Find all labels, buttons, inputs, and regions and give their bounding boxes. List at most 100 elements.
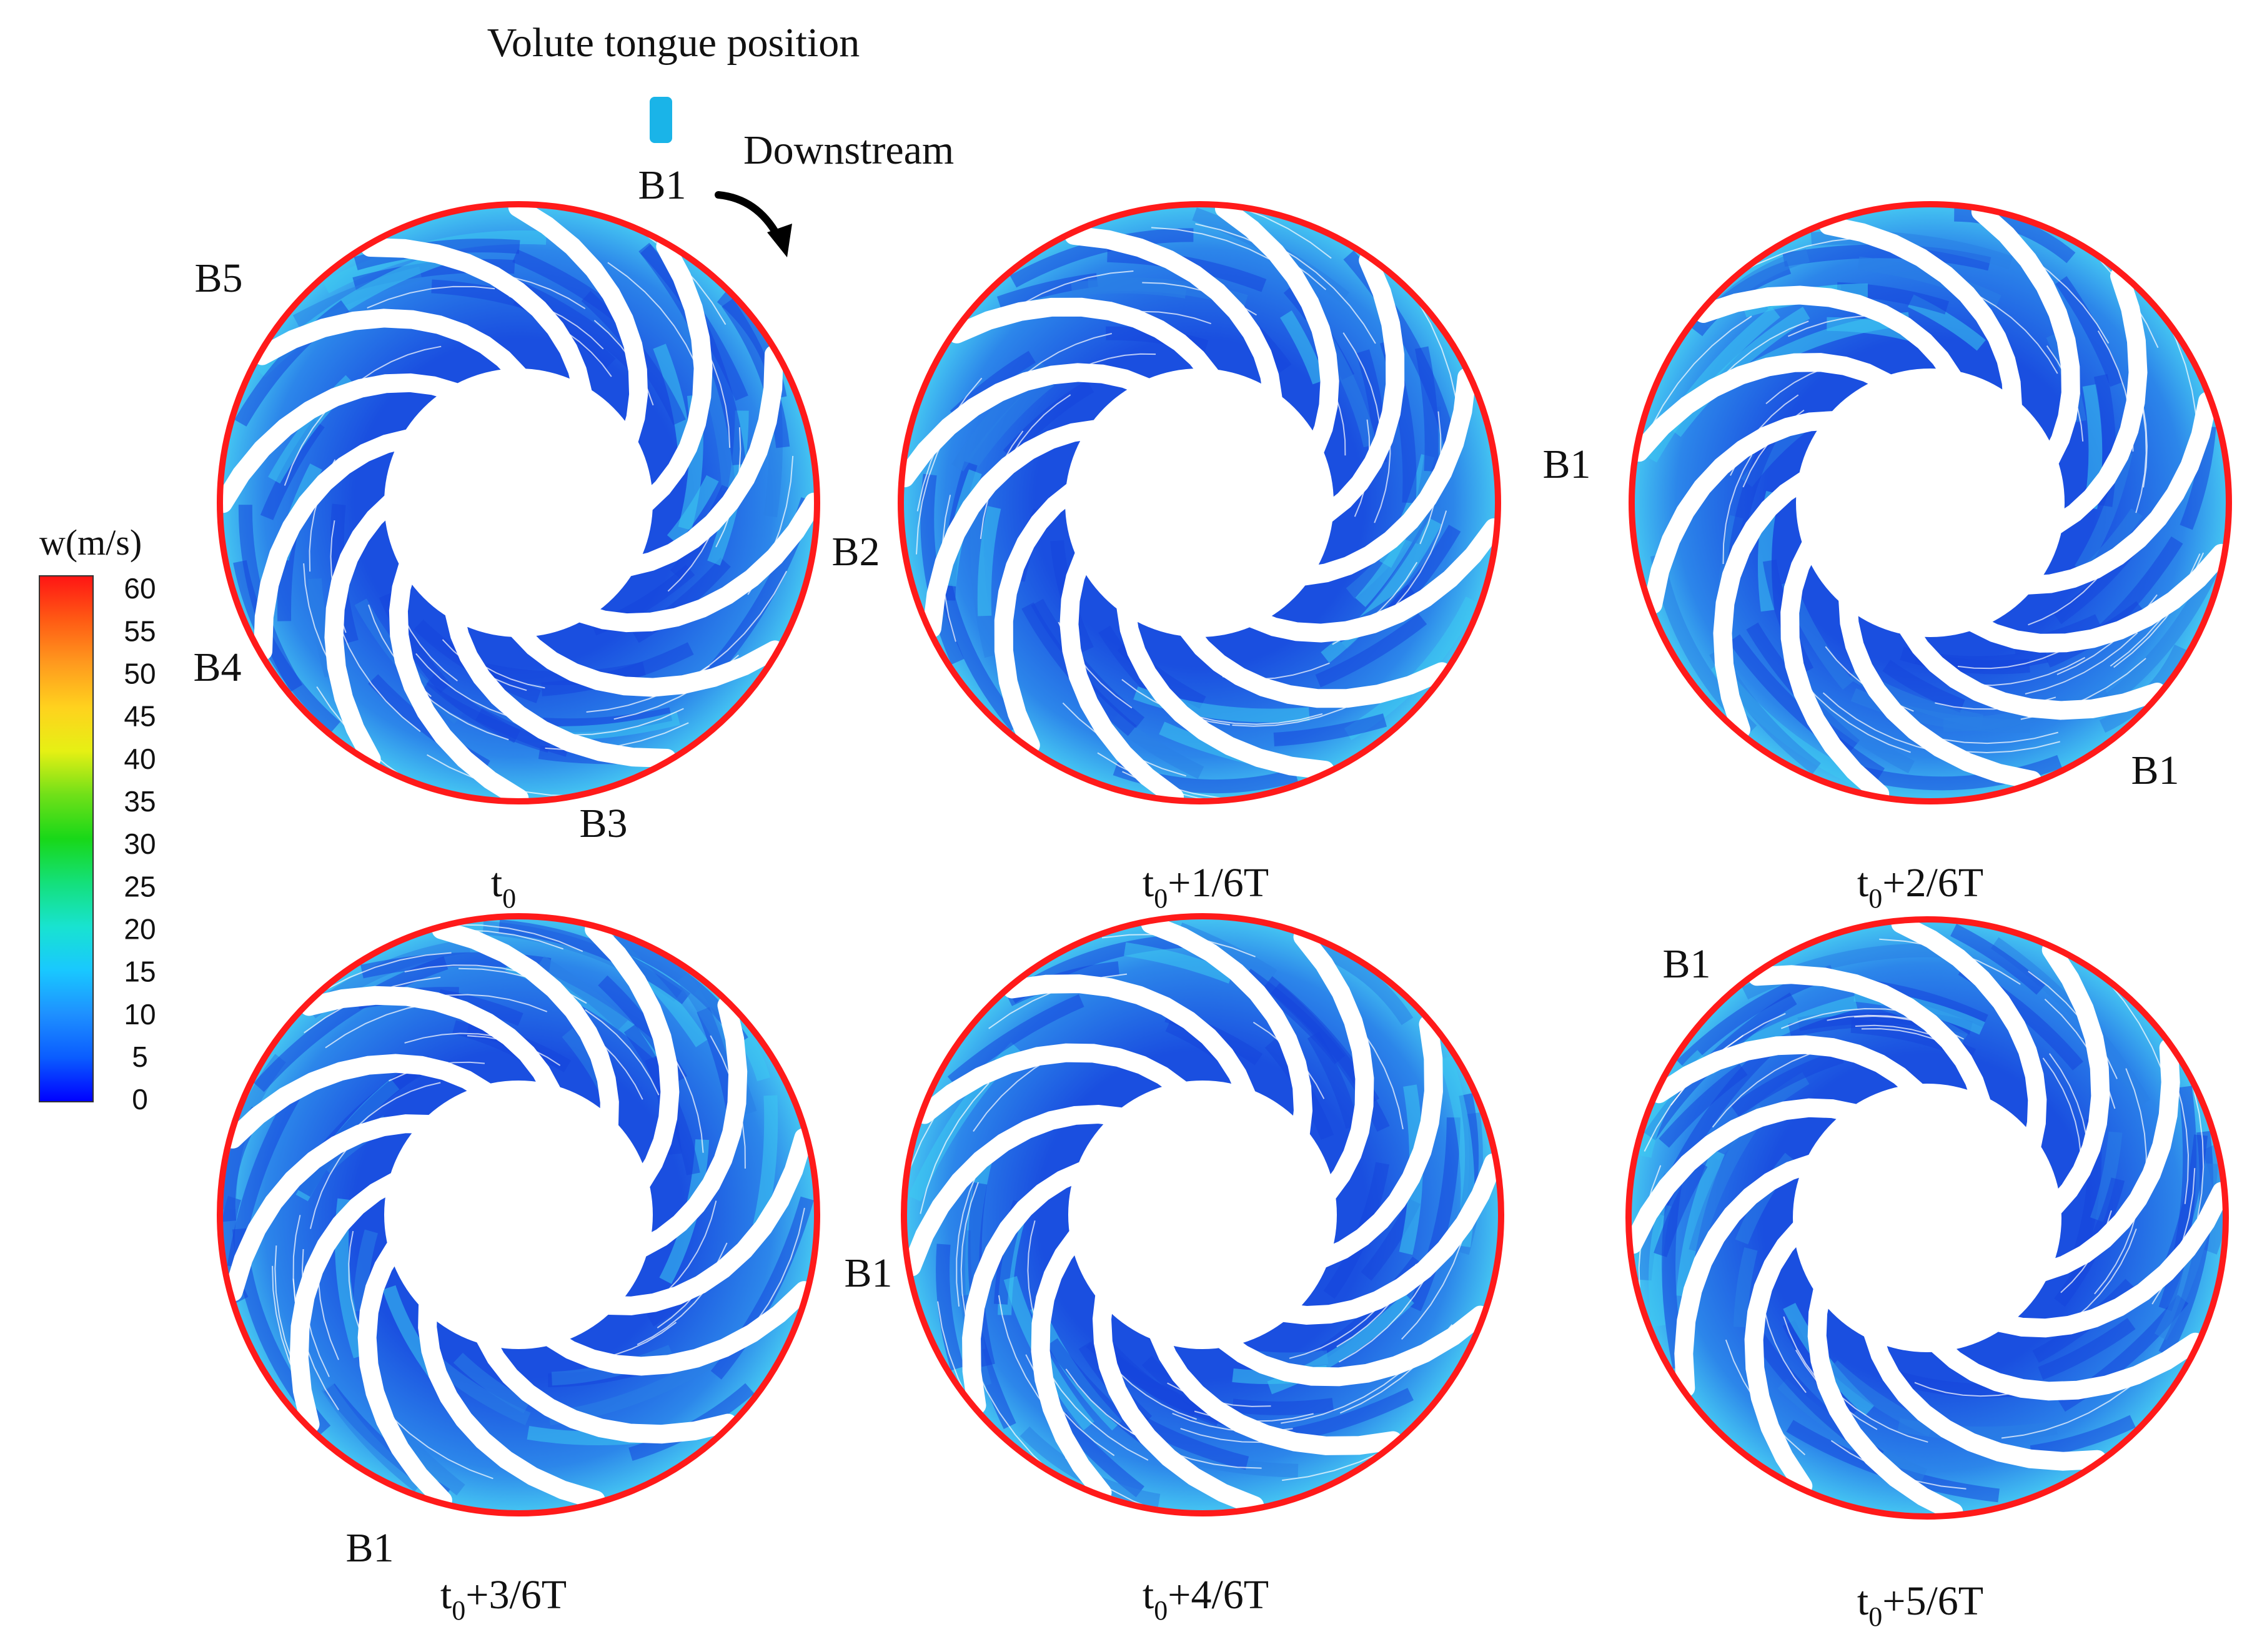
impeller-blade [223,1054,495,1149]
impeller-blade [1031,1227,1112,1502]
streamline [442,639,527,691]
flow-region [1315,613,1427,688]
impeller-blade [1863,1324,2107,1471]
colorbar-tick-label: 50 [124,657,156,690]
impeller-blade [1002,974,1256,1104]
streamline [1336,1264,1417,1348]
streamline [404,964,545,980]
impeller-blade [947,297,1220,385]
streamline [973,1047,1071,1132]
impeller-blade [962,1161,1092,1415]
p1-b1-label: B1 [1542,442,1590,487]
impeller-blade [895,363,1155,488]
flow-region [1900,646,2030,675]
impeller-blade [1991,1182,2231,1338]
p5-b1-label: B1 [1662,941,1710,987]
streamline [317,1240,339,1360]
impeller-blade [1965,543,2231,653]
impeller-blade [224,1114,437,1302]
streamline [2044,998,2116,1109]
impeller-blade [418,1296,605,1510]
impeller-blade [360,238,592,402]
streamline [1122,771,1283,804]
streamline [1957,651,2060,670]
streamline [272,1265,314,1409]
streamline [738,1207,805,1343]
impeller-blade [1713,471,1814,739]
streamline [1914,1382,2017,1397]
impeller-blade [1294,367,1477,586]
streamline [1194,713,1323,725]
streamline [1318,362,1346,456]
flow-region [1003,380,1094,460]
flow-region [254,956,449,1092]
blade-labels: B1 B2 B3 B4 B5 B1 B1 B1 B1 B1 [193,162,2179,1571]
streamline [1920,731,2058,744]
impeller-panels [214,193,2232,1525]
flow-region [1408,1117,1461,1312]
streamline [309,1132,362,1229]
streamline [1416,299,1461,450]
impeller-blade [1747,965,1991,1112]
impeller-blade [637,237,713,512]
impeller-blade [1674,1154,1821,1398]
impeller-blade [1744,1219,1813,1496]
impeller-blade [1807,1282,1963,1522]
streamline [1180,1428,1309,1443]
downstream-label: Downstream [743,127,954,173]
streamline [1783,1316,1845,1407]
streamline [1062,702,1186,777]
streamline [1354,419,1371,517]
high-velocity-rim [217,201,820,804]
streamline [1731,237,1884,279]
flow-region [233,560,340,733]
flow-region [667,475,719,545]
streamline [1712,1053,1810,1128]
flow-region [1882,660,1965,713]
streamline [998,270,1134,319]
streamline [2056,594,2158,675]
flow-region [966,375,1054,468]
flow-region [753,1095,778,1227]
streamline [960,1182,979,1317]
flow-region [1857,256,2002,308]
colorbar-bar [39,575,94,1102]
high-velocity-rim [1629,201,2232,804]
streamline [1222,662,1330,680]
impeller-blade [445,604,677,768]
streamline [593,320,654,406]
streamline [1374,415,1391,523]
impeller-blade [922,420,1104,638]
impeller-blade [432,920,619,1134]
streamline [467,271,586,309]
streamline [1342,332,1382,443]
impeller-blade [1644,411,1842,614]
streamline [666,1200,717,1292]
streamline [691,322,731,448]
impeller-blade [1244,518,1504,643]
streamline [966,1342,1054,1475]
streamline [1644,1034,1744,1152]
colorbar-tick-label: 0 [132,1083,148,1115]
impeller-hub [1796,368,2065,637]
flow-region [298,1065,418,1197]
streamline [2060,1210,2112,1293]
streamline [1194,1410,1314,1422]
impeller-blade [2041,940,2110,1217]
impeller-blade [1694,285,1962,387]
impeller-blade [542,1281,814,1376]
streamline [1401,1217,1469,1340]
streamline [367,285,495,309]
streamline [1978,295,2058,374]
streamline [1765,359,1857,405]
streamline [456,645,545,689]
p2-b1-label: B1 [2131,748,2179,793]
flow-region [499,919,691,1004]
flow-region [1730,1049,1844,1117]
impeller-blade [357,1239,452,1510]
impeller-blade [1630,353,1896,462]
streamline [1780,1007,1905,1029]
streamline [1855,1024,1961,1049]
streamline [2028,971,2118,1079]
caption-t0: t0 [491,860,516,914]
